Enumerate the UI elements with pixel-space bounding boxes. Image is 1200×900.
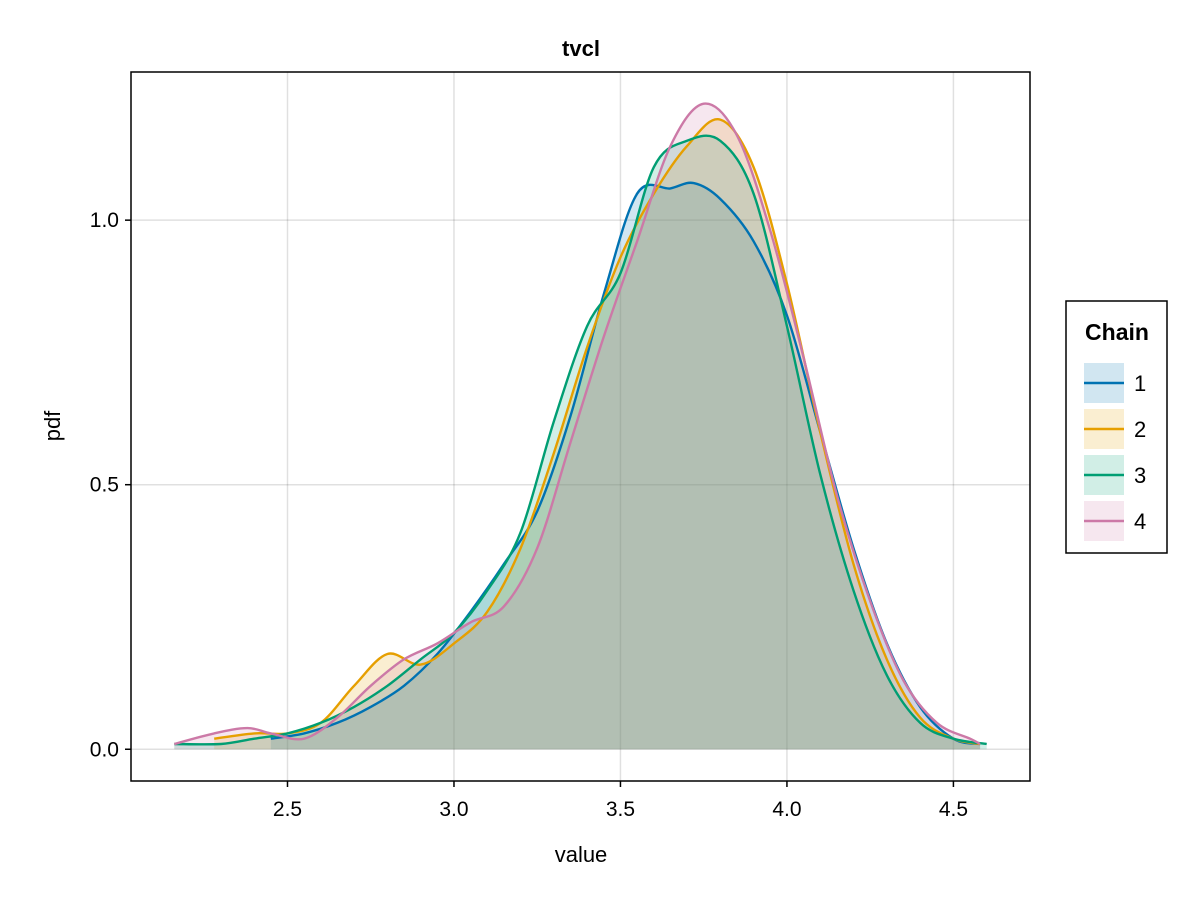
legend-item: 3 [1084, 455, 1146, 495]
y-axis-label: pdf [40, 410, 65, 441]
x-tick-label: 3.5 [606, 798, 635, 821]
legend-item: 4 [1084, 501, 1146, 541]
axis-ticks: 2.5 3.0 3.5 4.0 4.5 0.0 0.5 1.0 [90, 209, 968, 821]
legend-item: 2 [1084, 409, 1146, 449]
density-area-chain-4 [174, 103, 981, 750]
x-tick-label: 4.5 [939, 798, 968, 821]
legend-label: 4 [1134, 509, 1146, 534]
legend-label: 3 [1134, 463, 1146, 488]
x-tick-label: 4.0 [772, 798, 801, 821]
x-axis-label: value [555, 842, 608, 867]
y-tick-label: 0.5 [90, 474, 119, 497]
density-line-chain-2 [214, 118, 981, 746]
density-line-chain-3 [174, 134, 987, 746]
legend-label: 2 [1134, 417, 1146, 442]
density-area-chain-1 [270, 182, 981, 750]
legend-item: 1 [1084, 363, 1146, 403]
y-tick-label: 0.0 [90, 738, 119, 761]
density-line-chain-4 [173, 102, 981, 746]
x-tick-label: 2.5 [273, 798, 302, 821]
chart-title: tvcl [562, 36, 600, 61]
density-area-chain-2 [214, 119, 981, 750]
plot-frame [130, 71, 1031, 782]
legend-box [1065, 300, 1168, 554]
legend-label: 1 [1134, 371, 1146, 396]
legend: Chain 1 2 3 4 [1065, 300, 1168, 554]
y-tick-label: 1.0 [90, 209, 119, 232]
legend-title: Chain [1085, 319, 1149, 345]
x-tick-label: 3.0 [439, 798, 468, 821]
density-fills [174, 103, 987, 750]
legend-items: 1 2 3 4 [1084, 363, 1146, 541]
density-lines [173, 102, 987, 746]
density-area-chain-3 [174, 135, 987, 750]
grid [131, 72, 1030, 781]
